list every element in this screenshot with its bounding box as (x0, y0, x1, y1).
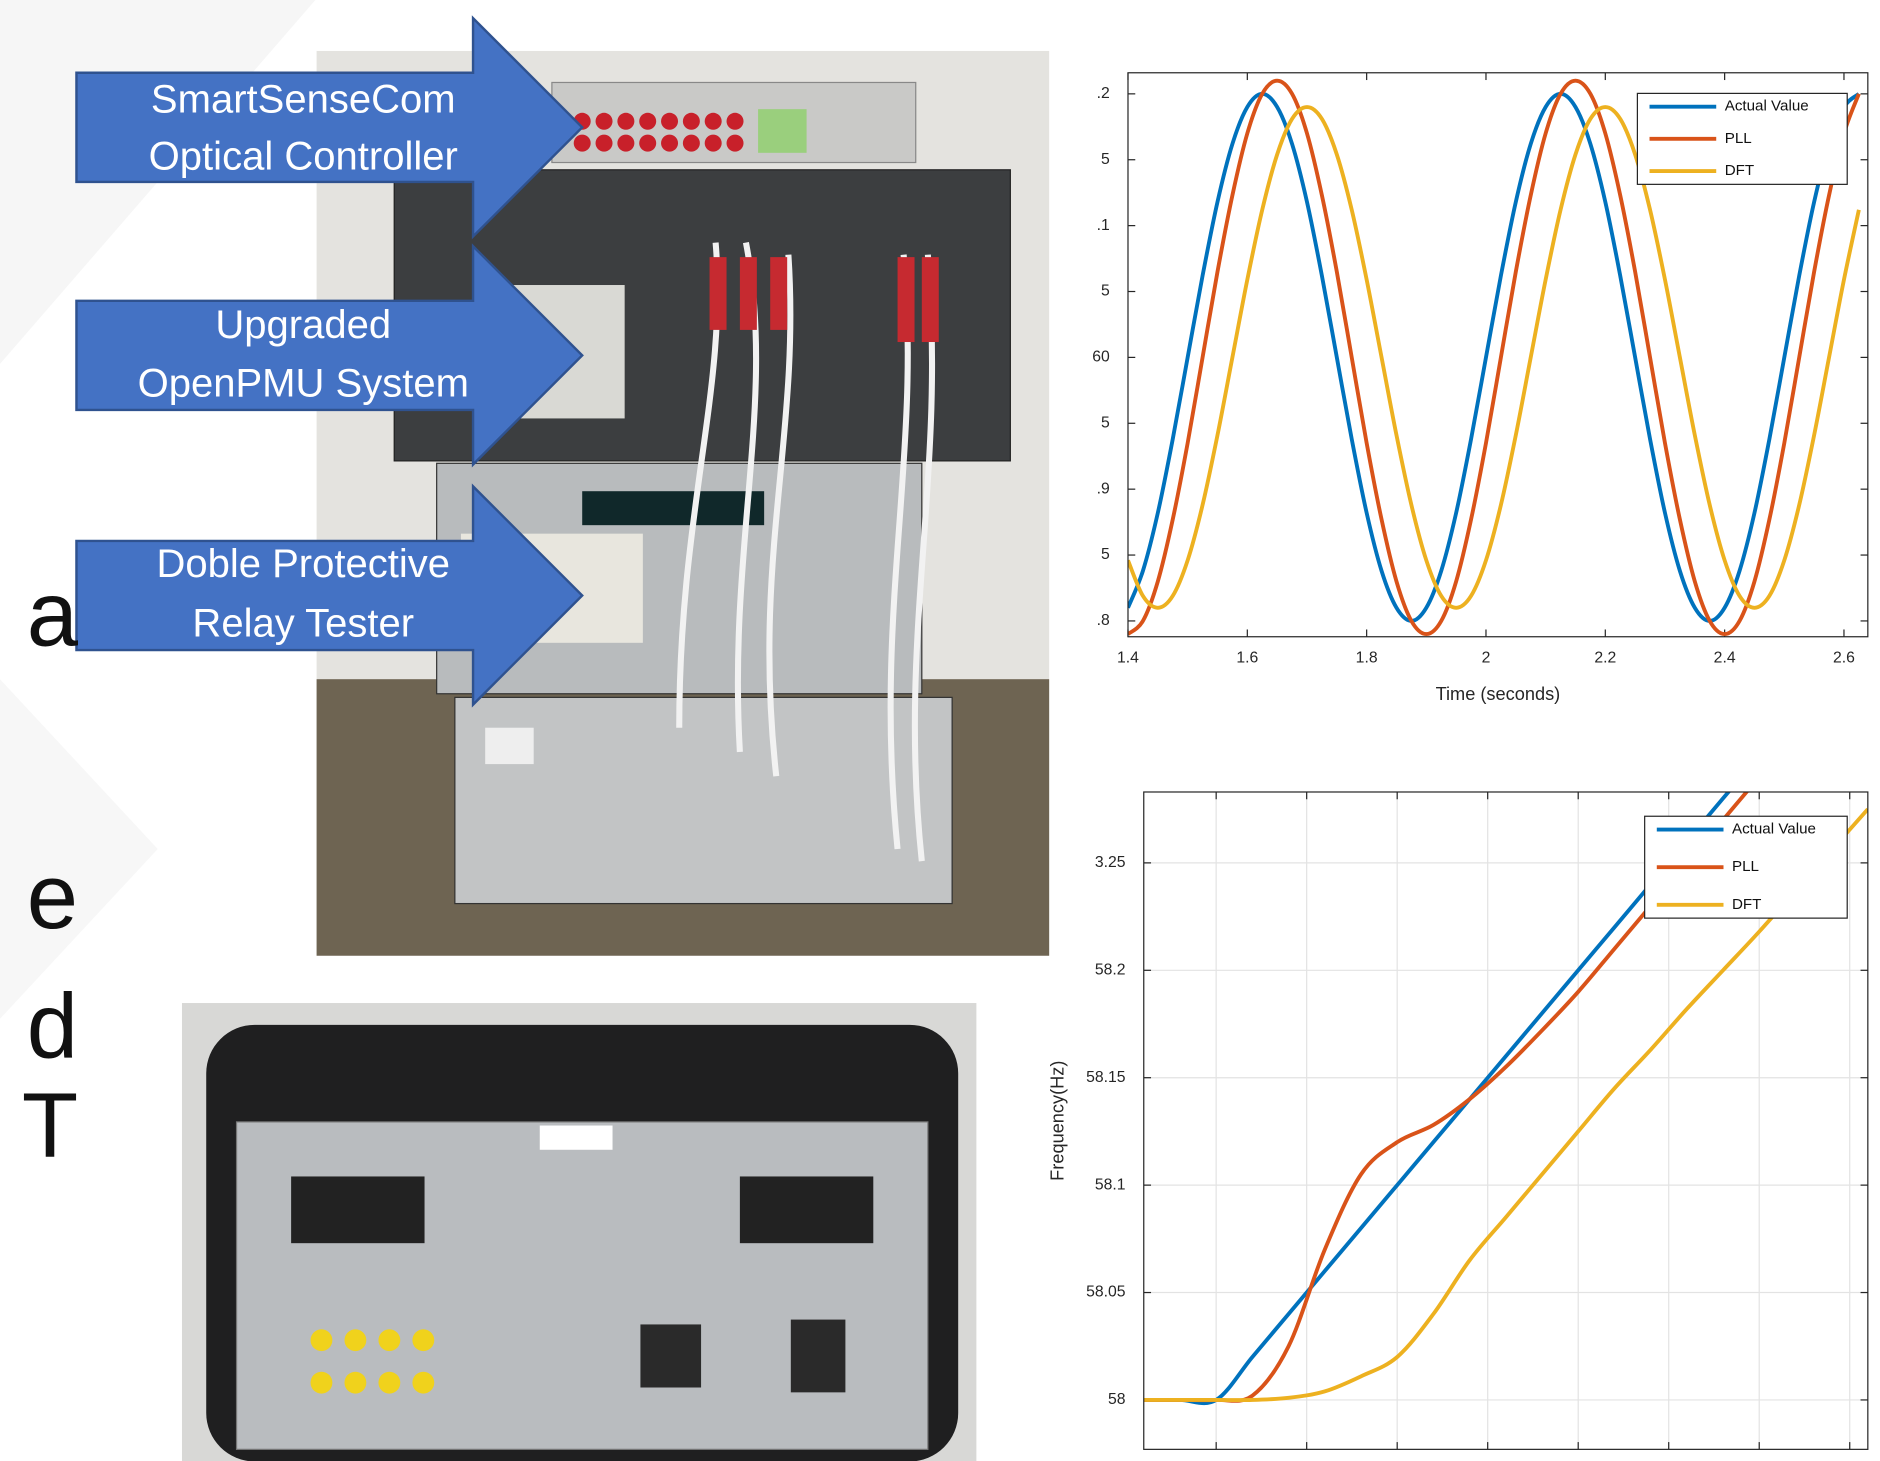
y-tick-label: 5 (1101, 414, 1110, 431)
side-text: d (27, 975, 78, 1078)
chart: 5858.0558.158.1558.23.2511.051.11.151.21… (1048, 791, 1869, 1450)
x-tick-label: 2.4 (1714, 650, 1736, 667)
y-tick-label: 58.05 (1086, 1284, 1126, 1301)
callout-text: SmartSenseCom (151, 77, 456, 121)
y-tick-label: .2 (1097, 85, 1110, 102)
data-line (1127, 91, 1861, 623)
x-tick-label: 1.8 (1356, 650, 1378, 667)
legend-label: Actual Value (1725, 98, 1809, 115)
x-tick-label: 2.2 (1594, 650, 1616, 667)
callout-arrow (75, 15, 584, 240)
callout-text: OpenPMU System (138, 361, 469, 405)
background-shape (0, 679, 158, 1019)
y-tick-label: 58.15 (1086, 1069, 1126, 1086)
chart: .8 5 .9 5 60 5 .1 5 .2 1.4 1.6 1.8 2 2.2 2.4 2.6 Time (s… (1092, 72, 1869, 704)
y-tick-label: 5 (1101, 283, 1110, 300)
x-tick-label: 1.6 (1236, 650, 1258, 667)
y-tick-label: 58.2 (1095, 961, 1126, 978)
y-tick-label: .9 (1097, 480, 1110, 497)
x-tick-label: 2.6 (1833, 650, 1855, 667)
x-tick-label: 2 (1482, 650, 1491, 667)
data-line (1143, 791, 1731, 1406)
y-tick-label: 58.1 (1095, 1176, 1126, 1193)
y-tick-label: 60 (1092, 349, 1110, 366)
y-tick-label: .8 (1097, 612, 1110, 629)
y-tick-label: 5 (1101, 546, 1110, 563)
y-tick-label: .1 (1097, 217, 1110, 234)
callout-text: Doble Protective (156, 542, 450, 586)
callout-arrows: SmartSenseCom Optical Controller Upgrade… (75, 15, 584, 708)
y-tick-label: 3.25 (1095, 854, 1126, 871)
photo-equipment-rack (316, 50, 1050, 956)
y-tick-label: 5 (1101, 151, 1110, 168)
y-tick-label: 58 (1108, 1391, 1126, 1408)
x-tick-label: 1.4 (1117, 650, 1139, 667)
photo-sensor-box (181, 1003, 977, 1461)
side-text: a (27, 562, 79, 665)
legend-label: DFT (1732, 896, 1761, 913)
data-line (1143, 791, 1750, 1403)
x-axis-label: Time (seconds) (1436, 684, 1561, 704)
plot-frame (1127, 72, 1869, 638)
plot-frame (1143, 791, 1869, 1450)
callout-text: Upgraded (215, 303, 391, 347)
data-line (1127, 78, 1861, 637)
side-text: T (22, 1074, 78, 1177)
callout-text: Relay Tester (192, 601, 414, 645)
legend-label: DFT (1725, 162, 1754, 179)
legend-label: Actual Value (1732, 821, 1816, 838)
callout-text: Optical Controller (149, 134, 458, 178)
callout-arrow (75, 483, 584, 708)
y-axis-label: Frequency(Hz) (1048, 1061, 1068, 1181)
data-line (1143, 807, 1868, 1403)
callout-arrow (75, 243, 584, 468)
side-text: e (27, 845, 78, 948)
legend-label: PLL (1725, 130, 1752, 147)
legend-label: PLL (1732, 858, 1759, 875)
data-line (1127, 105, 1861, 610)
